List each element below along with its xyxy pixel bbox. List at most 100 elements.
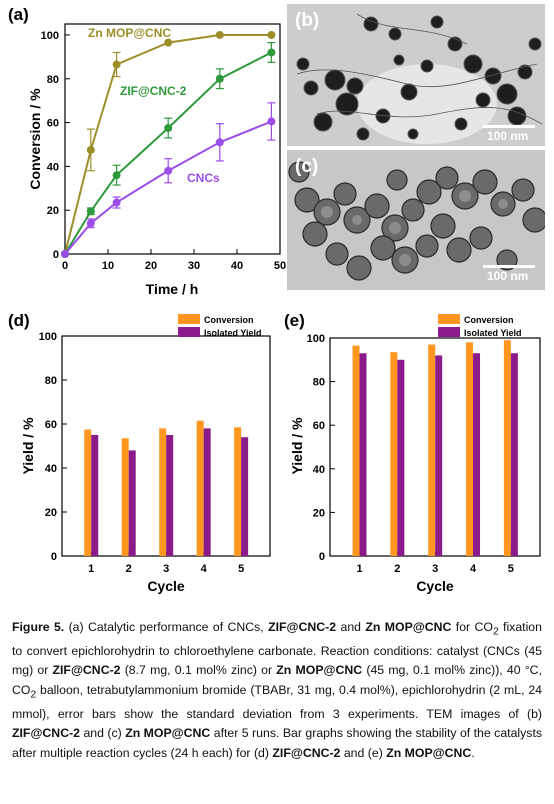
caption-bold: Zn MOP@CNC [125,726,211,741]
conversion-bar [159,428,167,556]
data-point [215,30,224,39]
y-axis-title-e: Yield / % [289,417,305,475]
caption-subscript: 2 [492,626,499,638]
data-point [86,145,95,154]
series-line [64,34,272,255]
series-line [64,51,272,255]
y-tick-label: 40 [45,463,57,475]
legend-swatch-conversion-e [438,314,460,324]
caption-bold: ZIF@CNC-2 [12,726,81,741]
y-tick-label: 40 [313,464,325,476]
label-zn-mop: Zn MOP@CNC [88,26,171,40]
x-tick-label: 1 [88,563,94,575]
data-point [267,30,276,39]
y-tick-label: 100 [41,30,59,42]
panel-c-label: (c) [295,156,319,177]
tem-image-b: (b) 100 nm [287,4,545,146]
panel-d-label: (d) [8,311,30,330]
y-tick-label: 60 [313,420,325,432]
caption-bold: ZIF@CNC-2 [272,745,341,760]
scale-text-b: 100 nm [487,129,529,143]
x-tick-label: 2 [126,563,132,575]
legend-swatch-isolated-e [438,327,460,337]
x-axis-title-d: Cycle [147,578,185,594]
x-tick-label: 2 [394,563,400,575]
y-tick-label: 80 [313,377,325,389]
plot-frame-a [64,23,281,255]
conversion-line-chart: (a) 0 10 20 30 40 50 0 20 40 60 80 100 Time / h Co… [8,5,286,297]
data-point [86,219,95,228]
y-tick-label: 100 [39,331,57,343]
conversion-bar [196,420,204,556]
panel-b-label: (b) [295,10,320,31]
x-tick-label: 5 [238,563,244,575]
conversion-bar [84,429,92,556]
caption-bold: Zn MOP@CNC [365,620,452,634]
conversion-bar [428,344,436,556]
data-point [112,198,121,207]
caption-figure-label: Figure 5. [12,620,65,634]
isolated-yield-bar [473,353,481,556]
series-line [64,120,272,255]
legend-label-isolated-d: Isolated Yield [204,328,262,338]
x-tick-label: 5 [508,563,514,575]
data-point [164,38,173,47]
y-axis-title-d: Yield / % [20,417,36,475]
caption-text: and (c) [80,726,126,741]
caption-bold: Zn MOP@CNC [276,663,363,678]
legend-label-isolated-e: Isolated Yield [464,328,522,338]
caption-bold: ZIF@CNC-2 [52,663,121,678]
legend-d: Conversion Isolated Yield [178,314,262,338]
conversion-bar [503,340,511,556]
conversion-bar [352,345,360,556]
data-point [112,171,121,180]
conversion-bar [121,438,129,556]
panel-e-label: (e) [284,311,305,330]
legend-e: Conversion Isolated Yield [438,314,522,338]
caption-text: fixation to convert epichlorohydrin to c… [12,620,542,678]
caption-text: for CO [451,620,493,634]
x-tick-label: 3 [432,563,438,575]
data-point [164,124,173,133]
caption-text: (45 mg, 0.1 mol% zinc)), 40 °C, CO [12,663,542,697]
caption-text: and [336,620,366,634]
x-tick-label: 4 [201,563,208,575]
y-tick-label: 20 [47,205,59,217]
isolated-yield-bar [91,435,99,556]
x-tick-label: 30 [188,260,200,272]
y-tick-label: 60 [45,419,57,431]
y-tick-label: 0 [53,249,59,261]
x-tick-label: 40 [231,260,243,272]
tem-image-c: (c) 100 nm [287,150,545,290]
caption-text: and (e) [340,745,387,760]
x-tick-label: 10 [102,260,114,272]
isolated-yield-bar [397,359,405,556]
caption-text: after 5 runs. Bar graphs showing the sta… [12,726,543,760]
isolated-yield-bar [435,355,443,556]
figure-caption: Figure 5. (a) Catalytic performance of C… [12,618,542,763]
label-cncs: CNCs [187,171,220,185]
y-tick-label: 100 [307,333,325,345]
data-point [215,138,224,147]
data-point [267,48,276,57]
y-tick-label: 60 [47,118,59,130]
data-point [164,166,173,175]
caption-text: balloon, tetrabutylammonium bromide (TBA… [12,682,542,721]
data-point [112,60,121,69]
legend-label-conversion-d: Conversion [204,315,254,325]
y-tick-label: 0 [51,551,57,563]
conversion-bar [390,352,398,556]
x-axis-title-e: Cycle [416,578,454,594]
isolated-yield-bar [128,450,136,556]
legend-label-conversion-e: Conversion [464,315,514,325]
isolated-yield-bar [359,353,367,556]
x-tick-label: 4 [470,563,477,575]
caption-bold: ZIF@CNC-2 [268,620,337,634]
legend-swatch-conversion-d [178,314,200,324]
caption-text: . [471,745,475,760]
caption-text: (a) Catalytic performance of CNCs, [64,620,269,634]
scale-text-c: 100 nm [487,269,529,283]
scale-bar-c [483,265,535,268]
y-tick-label: 40 [47,161,59,173]
legend-swatch-isolated-d [178,327,200,337]
